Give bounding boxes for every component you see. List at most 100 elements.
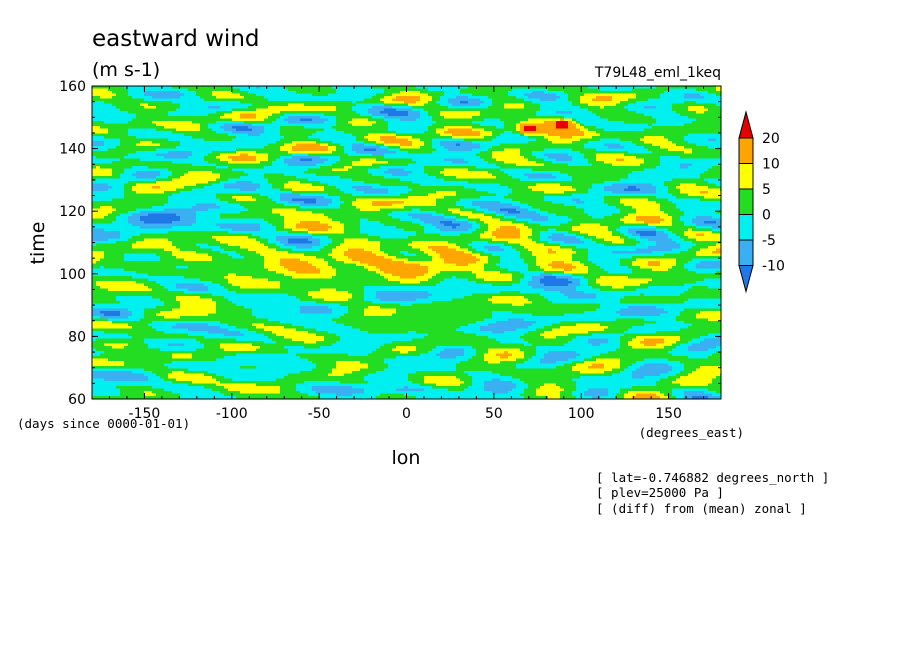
heatmap-cell [228,158,233,162]
heatmap-cell [244,331,249,335]
heatmap-cell [120,248,125,252]
heatmap-cell [180,263,185,267]
heatmap-cell [172,306,177,310]
heatmap-cell [184,331,189,335]
heatmap-cell [224,108,229,112]
heatmap-cell [112,388,117,392]
heatmap-cell [188,251,193,255]
heatmap-cell [120,266,125,270]
heatmap-cell [244,253,249,257]
heatmap-cell [176,361,181,365]
heatmap-cell [184,223,189,227]
heatmap-cell [176,388,181,392]
heatmap-cell [160,331,165,335]
heatmap-cell [104,103,109,107]
heatmap-cell [188,393,193,397]
heatmap-cell [156,283,161,287]
heatmap-cell [92,296,97,300]
heatmap-cell [212,201,217,205]
heatmap-cell [132,216,137,220]
heatmap-cell [136,108,141,112]
heatmap-cell [192,156,197,160]
heatmap-cell [224,221,229,225]
heatmap-cell [160,306,165,310]
heatmap-cell [140,348,145,352]
heatmap-cell [200,166,205,170]
heatmap-cell [184,336,189,340]
heatmap-cell [144,148,149,152]
heatmap-cell [120,181,125,185]
heatmap-cell [152,126,157,130]
heatmap-cell [144,301,149,305]
heatmap-cell [96,356,101,360]
heatmap-cell [240,86,245,90]
heatmap-cell [124,86,129,90]
heatmap-cell [244,211,249,215]
heatmap-cell [156,373,161,377]
heatmap-cell [236,393,241,397]
heatmap-cell [120,366,125,370]
heatmap-cell [232,276,237,280]
heatmap-cell [208,236,213,240]
heatmap-cell [136,361,141,365]
heatmap-cell [152,196,157,200]
heatmap-cell [244,218,249,222]
heatmap-cell [204,201,209,205]
heatmap-cell [248,168,253,172]
heatmap-cell [208,213,213,217]
heatmap-cell [224,323,229,327]
heatmap-cell [132,316,137,320]
heatmap-cell [136,256,141,260]
heatmap-cell [140,383,145,387]
heatmap-cell [140,326,145,330]
heatmap-cell [104,126,109,130]
heatmap-cell [164,238,169,242]
heatmap-cell [200,301,205,305]
heatmap-cell [140,301,145,305]
heatmap-cell [196,333,201,337]
heatmap-cell [192,96,197,100]
heatmap-cell [232,141,237,145]
heatmap-cell [236,183,241,187]
heatmap-cell [216,336,221,340]
heatmap-cell [220,221,225,225]
heatmap-cell [204,203,209,207]
heatmap-cell [212,238,217,242]
heatmap-cell [128,93,133,97]
heatmap-cell [248,151,253,155]
heatmap-cell [116,236,121,240]
heatmap-cell [244,148,249,152]
heatmap-cell [192,131,197,135]
heatmap-cell [236,143,241,147]
heatmap-cell [212,131,217,135]
heatmap-cell [92,373,97,377]
heatmap-cell [212,376,217,380]
heatmap-cell [152,186,157,190]
heatmap-cell [192,111,197,115]
heatmap-cell [180,268,185,272]
heatmap-cell [212,261,217,265]
heatmap-cell [176,303,181,307]
heatmap-cell [180,138,185,142]
heatmap-cell [96,191,101,195]
heatmap-cell [120,111,125,115]
heatmap-cell [144,206,149,210]
heatmap-cell [208,303,213,307]
heatmap-cell [152,211,157,215]
heatmap-cell [212,393,217,397]
heatmap-cell [200,176,205,180]
heatmap-cell [124,323,129,327]
heatmap-cell [204,393,209,397]
heatmap-cell [108,196,113,200]
heatmap-cell [144,103,149,107]
heatmap-cell [192,368,197,372]
heatmap-cell [192,211,197,215]
heatmap-cell [92,138,97,142]
heatmap-cell [96,196,101,200]
heatmap-cell [212,356,217,360]
heatmap-cell [188,113,193,117]
heatmap-cell [168,173,173,177]
heatmap-cell [196,328,201,332]
heatmap-cell [236,293,241,297]
heatmap-cell [240,111,245,115]
